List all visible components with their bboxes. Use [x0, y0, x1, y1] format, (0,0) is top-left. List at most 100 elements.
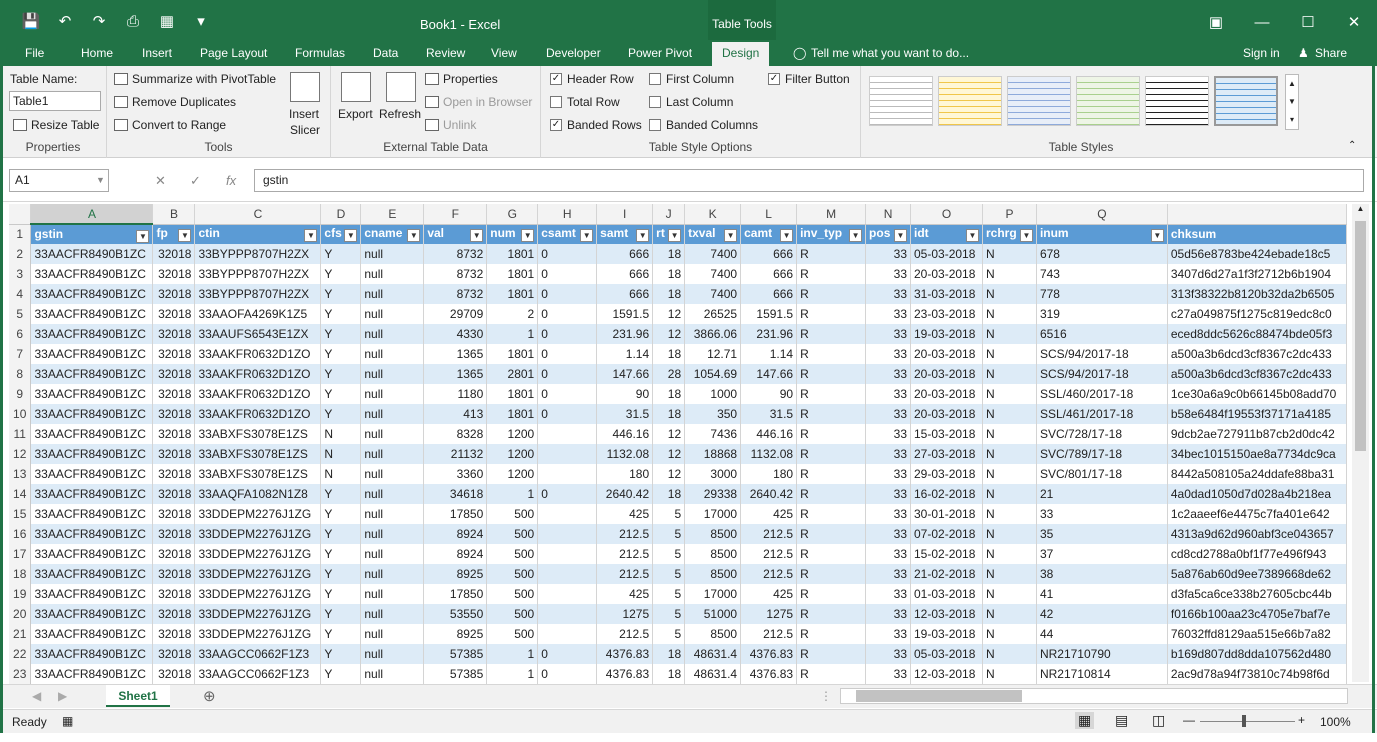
close-icon[interactable]: ✕	[1347, 14, 1361, 31]
column-header[interactable]: F	[423, 204, 488, 225]
filter-dropdown-icon[interactable]: ▼	[1150, 229, 1164, 243]
resize-table-button[interactable]: Resize Table	[13, 118, 99, 132]
column-header[interactable]: A	[30, 204, 154, 225]
table-cell[interactable]: 32018	[152, 604, 196, 624]
table-cell[interactable]: 8925	[423, 564, 488, 584]
table-cell[interactable]: 33AAUFS6543E1ZX	[194, 324, 322, 344]
table-cell[interactable]: null	[360, 484, 425, 504]
collapse-ribbon-icon[interactable]: ⌃	[1348, 140, 1357, 151]
table-cell[interactable]: 34bec1015150ae8a7734dc9ca	[1167, 444, 1347, 464]
table-cell[interactable]: 33ABXFS3078E1ZS	[194, 444, 322, 464]
table-cell[interactable]: 2	[486, 304, 539, 324]
table-cell[interactable]: 32018	[152, 484, 196, 504]
header-cell[interactable]: ▼ csamt	[537, 224, 598, 244]
table-cell[interactable]: 33AACFR8490B1ZC	[30, 584, 154, 604]
table-cell[interactable]: cd8cd2788a0bf1f77e496f943	[1167, 544, 1347, 564]
table-cell[interactable]: R	[796, 644, 867, 664]
table-cell[interactable]: N	[982, 304, 1037, 324]
header-cell[interactable]: ▼ camt	[740, 224, 798, 244]
table-cell[interactable]: N	[982, 404, 1037, 424]
table-cell[interactable]: 44	[1036, 624, 1168, 644]
column-header[interactable]: Q	[1036, 204, 1168, 225]
table-cell[interactable]: 32018	[152, 364, 196, 384]
table-cell[interactable]: 33	[865, 324, 911, 344]
table-cell[interactable]: 1	[486, 324, 539, 344]
table-cell[interactable]: null	[360, 504, 425, 524]
table-cell[interactable]: 0	[537, 344, 598, 364]
table-cell[interactable]: 33AACFR8490B1ZC	[30, 664, 154, 684]
table-cell[interactable]: 1200	[486, 444, 539, 464]
table-cell[interactable]: null	[360, 444, 425, 464]
table-cell[interactable]: 33AAGCC0662F1Z3	[194, 644, 322, 664]
table-cell[interactable]: R	[796, 624, 867, 644]
table-cell[interactable]: 33AACFR8490B1ZC	[30, 604, 154, 624]
cancel-icon[interactable]: ✕	[155, 173, 166, 188]
table-cell[interactable]: 18	[652, 344, 686, 364]
table-cell[interactable]: 0	[537, 304, 598, 324]
header-cell[interactable]: ▼ num	[486, 224, 539, 244]
table-cell[interactable]: 33DDEPM2276J1ZG	[194, 524, 322, 544]
table-cell[interactable]: 12.71	[684, 344, 742, 364]
table-cell[interactable]: 33	[865, 604, 911, 624]
table-cell[interactable]: 446.16	[596, 424, 654, 444]
table-cell[interactable]: a500a3b6dcd3cf8367c2dc433	[1167, 364, 1347, 384]
table-cell[interactable]: R	[796, 364, 867, 384]
table-cell[interactable]: 8732	[423, 264, 488, 284]
table-cell[interactable]: 1.14	[740, 344, 798, 364]
table-cell[interactable]: 32018	[152, 324, 196, 344]
table-cell[interactable]: 33DDEPM2276J1ZG	[194, 564, 322, 584]
ribbon-display-icon[interactable]: ▣	[1208, 14, 1224, 31]
table-cell[interactable]: 678	[1036, 244, 1168, 264]
table-cell[interactable]: 0	[537, 664, 598, 684]
table-cell[interactable]: 1275	[740, 604, 798, 624]
table-cell[interactable]: N	[320, 464, 362, 484]
table-cell[interactable]: 20-03-2018	[910, 364, 983, 384]
table-cell[interactable]: NR21710790	[1036, 644, 1168, 664]
row-header[interactable]: 5	[9, 304, 32, 324]
table-cell[interactable]: 33	[865, 404, 911, 424]
page-break-view-icon[interactable]: ◫	[1152, 712, 1166, 728]
table-cell[interactable]: 30-01-2018	[910, 504, 983, 524]
column-header[interactable]: K	[684, 204, 742, 225]
table-cell[interactable]: 8924	[423, 544, 488, 564]
maximize-icon[interactable]: ☐	[1301, 14, 1315, 31]
refresh-icon[interactable]	[386, 72, 416, 102]
filter-dropdown-icon[interactable]: ▼	[849, 229, 863, 243]
print-preview-icon[interactable]: ⎙	[126, 12, 139, 30]
table-cell[interactable]: N	[982, 504, 1037, 524]
table-cell[interactable]: 0	[537, 284, 598, 304]
table-cell[interactable]: 0	[537, 364, 598, 384]
table-cell[interactable]: 500	[486, 504, 539, 524]
table-cell[interactable]: 33AACFR8490B1ZC	[30, 384, 154, 404]
table-cell[interactable]: 33AAKFR0632D1ZO	[194, 344, 322, 364]
table-cell[interactable]: null	[360, 424, 425, 444]
table-cell[interactable]: 20-03-2018	[910, 384, 983, 404]
table-cell[interactable]: 35	[1036, 524, 1168, 544]
table-cell[interactable]: 1	[486, 644, 539, 664]
table-cell[interactable]: N	[982, 324, 1037, 344]
table-cell[interactable]: 350	[684, 404, 742, 424]
header-cell[interactable]: ▼ val	[423, 224, 488, 244]
table-cell[interactable]: 12	[652, 304, 686, 324]
table-cell[interactable]: null	[360, 584, 425, 604]
table-cell[interactable]: 05-03-2018	[910, 244, 983, 264]
export-button[interactable]: Export	[338, 107, 373, 121]
table-cell[interactable]: Y	[320, 564, 362, 584]
table-cell[interactable]: 12-03-2018	[910, 664, 983, 684]
row-header[interactable]: 3	[9, 264, 32, 284]
table-cell[interactable]: 5	[652, 504, 686, 524]
table-cell[interactable]: Y	[320, 604, 362, 624]
table-cell[interactable]: N	[982, 644, 1037, 664]
filter-dropdown-icon[interactable]: ▼	[470, 229, 484, 243]
customize-qat-icon[interactable]: ▾	[197, 13, 205, 30]
table-cell[interactable]: 18868	[684, 444, 742, 464]
table-cell[interactable]: 1801	[486, 404, 539, 424]
scroll-up-icon[interactable]: ▲	[1356, 204, 1365, 213]
table-cell[interactable]: 33AAOFA4269K1Z5	[194, 304, 322, 324]
table-cell[interactable]: null	[360, 304, 425, 324]
table-cell[interactable]: Y	[320, 664, 362, 684]
table-cell[interactable]: 1365	[423, 344, 488, 364]
table-cell[interactable]	[537, 564, 598, 584]
table-cell[interactable]: null	[360, 664, 425, 684]
